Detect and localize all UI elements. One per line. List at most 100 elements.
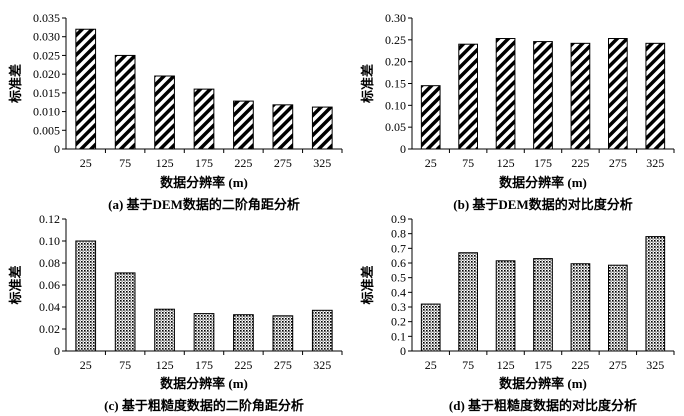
x-tick-label: 25	[80, 358, 92, 372]
y-tick-label: 0.1	[391, 329, 406, 343]
y-tick-label: 0.020	[33, 67, 60, 81]
x-tick-label: 75	[119, 156, 131, 170]
y-tick-label: 0	[54, 142, 60, 156]
bar	[608, 38, 628, 150]
y-tick-label: 0.005	[33, 123, 60, 137]
panel-caption: (a) 基于DEM数据的二阶角距分析	[108, 197, 300, 212]
y-tick-label: 0.05	[385, 120, 406, 134]
bar	[154, 75, 175, 150]
bar	[114, 54, 136, 150]
y-tick-label: 0.10	[39, 234, 60, 248]
y-axis-label: 标准差	[360, 265, 375, 305]
y-tick-label: 0.015	[33, 86, 60, 100]
x-tick-label: 225	[234, 358, 252, 372]
y-axis-label: 标准差	[8, 64, 23, 104]
x-tick-label: 125	[156, 156, 174, 170]
x-tick-label: 75	[119, 358, 131, 372]
y-tick-label: 0.030	[33, 30, 60, 44]
y-tick-label: 0.7	[391, 241, 406, 255]
y-tick-label: 0.15	[385, 77, 406, 91]
x-tick-label: 325	[313, 156, 331, 170]
x-tick-label: 225	[571, 358, 589, 372]
x-axis-label: 数据分辨率 (m)	[160, 376, 248, 391]
bar	[233, 314, 254, 352]
x-tick-label: 125	[156, 358, 174, 372]
bar	[272, 104, 294, 150]
bar	[533, 41, 553, 150]
bar	[570, 263, 591, 352]
x-tick-label: 125	[497, 156, 515, 170]
bar	[311, 106, 333, 150]
x-tick-label: 75	[462, 156, 474, 170]
x-tick-label: 175	[195, 156, 213, 170]
y-tick-label: 0.9	[391, 212, 406, 226]
x-axis-label: 数据分辨率 (m)	[499, 175, 587, 190]
x-tick-label: 175	[195, 358, 213, 372]
y-tick-label: 0.08	[39, 256, 60, 270]
y-tick-label: 0.02	[39, 322, 60, 336]
x-tick-label: 225	[571, 156, 589, 170]
panel-caption: (d) 基于粗糙度数据的对比度分析	[449, 398, 637, 413]
y-tick-label: 0.8	[391, 227, 406, 241]
bar	[193, 88, 215, 150]
bar	[645, 42, 666, 150]
chart-panel-c: 0 0.02 0.04 0.06 0.08 0.10 0.12 25 75 125 175 225 27…	[8, 212, 343, 413]
bar	[114, 272, 136, 352]
bar	[154, 308, 175, 352]
y-axis-label: 标准差	[8, 265, 23, 305]
bar	[75, 240, 97, 352]
chart-panel-b: 0 0.05 0.10 0.15 0.20 0.25 0.30 25 75 125 175 225 27…	[360, 11, 675, 212]
bar	[495, 38, 516, 150]
x-tick-label: 325	[646, 358, 664, 372]
x-tick-label: 275	[274, 358, 292, 372]
bar	[495, 260, 516, 352]
y-tick-label: 0.20	[385, 55, 406, 69]
x-tick-label: 25	[425, 156, 437, 170]
bar	[533, 258, 553, 352]
chart-panel-a: 0 0.005 0.010 0.015 0.020 0.025 0.030 0.035 25 75…	[8, 11, 343, 212]
x-tick-label: 275	[274, 156, 292, 170]
y-tick-label: 0.06	[39, 278, 60, 292]
panel-caption: (c) 基于粗糙度数据的二阶角距分析	[104, 398, 304, 413]
x-tick-label: 25	[80, 156, 92, 170]
bar	[420, 303, 441, 352]
x-tick-label: 25	[425, 358, 437, 372]
y-tick-label: 0.6	[391, 256, 406, 270]
x-tick-label: 175	[534, 358, 552, 372]
x-tick-label: 275	[609, 156, 627, 170]
y-tick-label: 0.010	[33, 105, 60, 119]
y-tick-label: 0.04	[39, 300, 60, 314]
bar	[458, 43, 478, 150]
bar	[233, 100, 254, 150]
y-tick-label: 0.4	[391, 285, 406, 299]
bar	[570, 42, 591, 150]
panel-caption: (b) 基于DEM数据的对比度分析	[453, 197, 632, 212]
y-tick-label: 0	[400, 344, 406, 358]
bar	[420, 85, 441, 150]
bar	[458, 252, 478, 352]
x-axis-label: 数据分辨率 (m)	[499, 376, 587, 391]
x-tick-label: 325	[646, 156, 664, 170]
x-tick-label: 325	[313, 358, 331, 372]
y-tick-label: 0.30	[385, 11, 406, 25]
y-axis-label: 标准差	[360, 64, 375, 104]
bar	[272, 315, 294, 352]
y-tick-label: 0.035	[33, 11, 60, 25]
bar	[645, 236, 666, 352]
y-tick-label: 0.5	[391, 271, 406, 285]
x-axis-label: 数据分辨率 (m)	[160, 175, 248, 190]
x-tick-label: 175	[534, 156, 552, 170]
bar	[193, 313, 215, 352]
y-tick-label: 0	[54, 344, 60, 358]
bar	[311, 309, 333, 352]
x-tick-label: 75	[462, 358, 474, 372]
bar	[608, 264, 628, 352]
y-tick-label: 0.10	[385, 98, 406, 112]
y-tick-label: 0.2	[391, 315, 406, 329]
y-tick-label: 0.25	[385, 33, 406, 47]
y-tick-label: 0.3	[391, 300, 406, 314]
x-tick-label: 275	[609, 358, 627, 372]
y-tick-label: 0	[400, 142, 406, 156]
x-tick-label: 225	[234, 156, 252, 170]
